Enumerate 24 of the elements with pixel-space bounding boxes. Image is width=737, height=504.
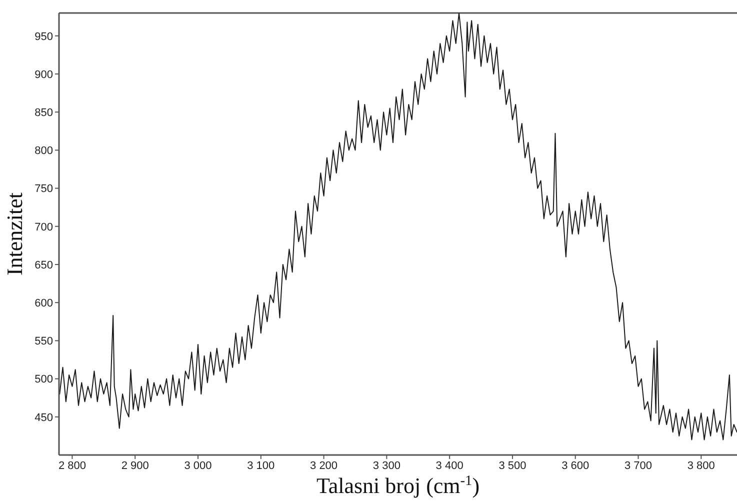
y-axis-title: Intenzitet <box>2 192 27 276</box>
x-tick-label: 2 900 <box>121 460 149 472</box>
x-tick-label: 3 600 <box>562 460 590 472</box>
y-tick-label: 550 <box>34 336 53 348</box>
x-tick-label: 3 100 <box>247 460 275 472</box>
y-tick-label: 650 <box>34 259 53 272</box>
x-tick-label: 3 300 <box>372 460 400 472</box>
y-tick-label: 750 <box>34 183 53 196</box>
x-tick-label: 2 800 <box>58 460 86 472</box>
y-tick-label: 800 <box>34 145 53 158</box>
x-tick-label: 3 700 <box>624 460 652 472</box>
x-tick-label: 3 800 <box>687 460 715 472</box>
y-tick-label: 700 <box>34 221 53 234</box>
x-tick-label: 3 200 <box>310 460 338 472</box>
y-tick-label: 850 <box>34 106 53 119</box>
y-tick-label: 450 <box>34 412 53 424</box>
x-axis-title: Talasni broj (cm$^{-1}$) <box>316 473 480 498</box>
x-tick-label: 3 000 <box>184 460 212 472</box>
y-tick-label: 900 <box>34 68 53 81</box>
x-tick-label: 3 400 <box>436 460 464 472</box>
x-tick-label: 3 500 <box>498 460 526 472</box>
y-tick-label: 950 <box>34 30 53 43</box>
y-tick-label: 600 <box>34 297 53 310</box>
y-tick-label: 500 <box>34 374 53 386</box>
